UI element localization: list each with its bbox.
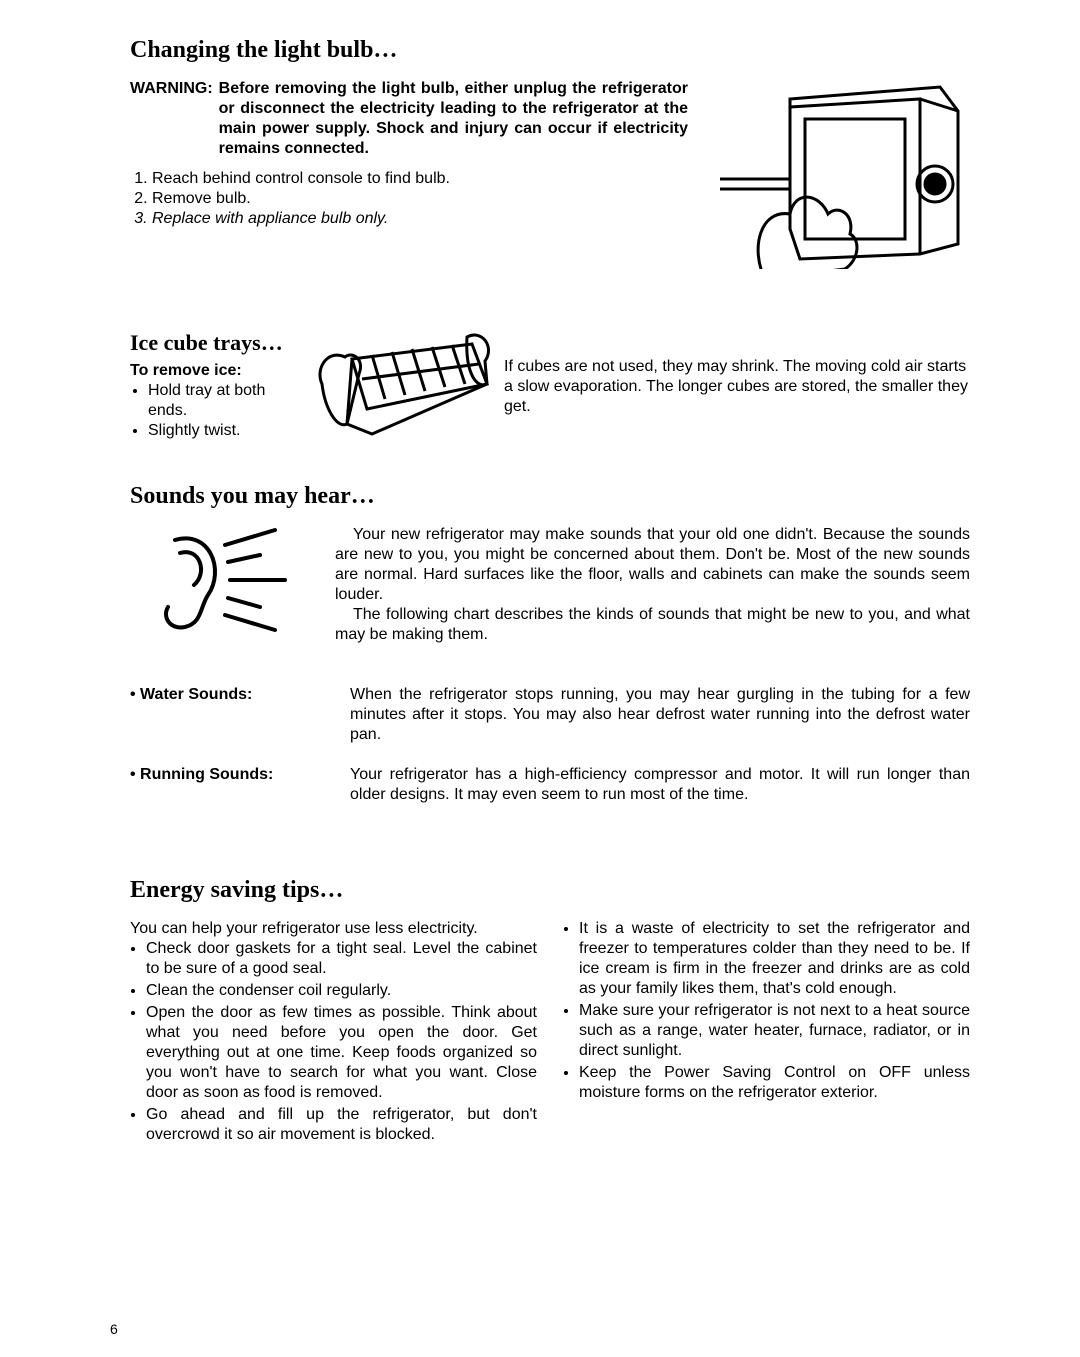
list-item: Go ahead and fill up the refrigerator, b… [146, 1105, 537, 1145]
sound-desc-running: Your refrigerator has a high-efficiency … [350, 765, 970, 805]
warning-body: Before removing the light bulb, either u… [219, 79, 688, 159]
list-item: Clean the condenser coil regularly. [146, 981, 537, 1001]
sound-label-water: • Water Sounds: [130, 685, 330, 745]
section-heading-ice: Ice cube trays… [130, 329, 305, 357]
list-item: Hold tray at both ends. [148, 381, 305, 421]
bulb-steps-list: Reach behind control console to find bul… [130, 169, 688, 229]
list-item: Make sure your refrigerator is not next … [579, 1001, 970, 1061]
list-item: It is a waste of electricity to set the … [579, 919, 970, 999]
page-number: 6 [110, 1321, 118, 1339]
list-item: Slightly twist. [148, 421, 305, 441]
bulb-step: Replace with appliance bulb only. [152, 209, 688, 229]
ice-remove-list: Hold tray at both ends. Slightly twist. [130, 381, 305, 441]
section-heading-energy: Energy saving tips… [130, 875, 970, 905]
section-heading-bulb: Changing the light bulb… [130, 35, 970, 65]
ice-tray-illustration [317, 329, 492, 439]
energy-left-list: Check door gaskets for a tight seal. Lev… [130, 939, 537, 1145]
sounds-intro-p2: The following chart describes the kinds … [335, 605, 970, 645]
bulb-step: Remove bulb. [152, 189, 688, 209]
energy-intro: You can help your refrigerator use less … [130, 919, 537, 939]
sound-desc-water: When the refrigerator stops running, you… [350, 685, 970, 745]
list-item: Check door gaskets for a tight seal. Lev… [146, 939, 537, 979]
bulb-step: Reach behind control console to find bul… [152, 169, 688, 189]
section-heading-sounds: Sounds you may hear… [130, 481, 970, 511]
sound-label-running: • Running Sounds: [130, 765, 330, 805]
list-item: Keep the Power Saving Control on OFF unl… [579, 1063, 970, 1103]
warning-label: WARNING: [130, 79, 219, 159]
ear-illustration [130, 525, 305, 635]
energy-right-list: It is a waste of electricity to set the … [563, 919, 970, 1103]
ice-subhead: To remove ice: [130, 361, 305, 381]
list-item: Open the door as few times as possible. … [146, 1003, 537, 1103]
ice-right-text: If cubes are not used, they may shrink. … [504, 329, 970, 417]
sounds-intro-p1: Your new refrigerator may make sounds th… [335, 525, 970, 605]
light-bulb-illustration [710, 79, 970, 269]
